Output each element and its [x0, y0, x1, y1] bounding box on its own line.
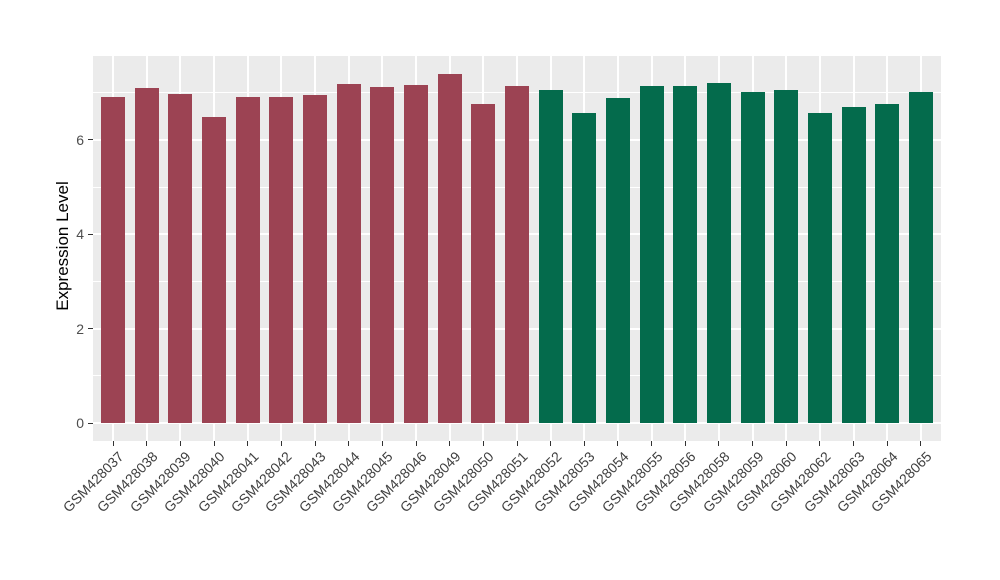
x-tick-mark-25 [920, 441, 922, 446]
y-tick-label-6: 6 [76, 131, 84, 148]
y-tick-mark-4 [88, 233, 93, 235]
bar-GSM428049 [437, 73, 462, 423]
x-tick-mark-14 [550, 441, 552, 446]
bar-GSM428059 [740, 91, 765, 423]
bar-GSM428051 [505, 86, 529, 423]
bar-GSM428054 [605, 98, 630, 423]
x-tick-mark-8 [348, 441, 350, 446]
x-tick-mark-20 [752, 441, 754, 446]
bar-GSM428062 [807, 113, 832, 423]
bar-GSM428039 [168, 93, 193, 423]
x-tick-mark-13 [516, 441, 518, 446]
y-tick-label-0: 0 [76, 415, 84, 431]
x-tick-mark-21 [785, 441, 787, 446]
y-axis-title: Expression Level [53, 181, 72, 311]
y-tick-label-2: 2 [76, 320, 84, 337]
bar-GSM428056 [673, 86, 698, 423]
x-tick-mark-1 [112, 441, 114, 446]
plot-panel [93, 56, 941, 441]
bar-GSM428040 [202, 116, 227, 423]
x-tick-mark-3 [179, 441, 181, 446]
y-tick-mark-6 [88, 139, 93, 141]
bar-GSM428042 [269, 96, 294, 423]
x-tick-mark-15 [583, 441, 585, 446]
x-tick-mark-17 [651, 441, 653, 446]
bar-GSM428045 [370, 86, 395, 423]
bar-GSM428060 [774, 89, 799, 423]
x-tick-mark-19 [718, 441, 720, 446]
y-tick-mark-2 [88, 328, 93, 330]
x-tick-mark-2 [146, 441, 148, 446]
bar-GSM428038 [134, 87, 159, 423]
x-tick-mark-12 [482, 441, 484, 446]
bar-GSM428050 [471, 104, 496, 423]
x-tick-mark-24 [886, 441, 888, 446]
x-tick-mark-4 [213, 441, 215, 446]
x-tick-mark-9 [381, 441, 383, 446]
x-tick-mark-18 [684, 441, 686, 446]
y-tick-label-4: 4 [76, 226, 84, 243]
x-tick-mark-7 [314, 441, 316, 446]
bar-GSM428063 [841, 106, 866, 423]
x-tick-mark-6 [280, 441, 282, 446]
x-tick-mark-16 [617, 441, 619, 446]
bar-GSM428053 [572, 113, 597, 423]
bar-GSM428037 [101, 97, 126, 423]
bar-GSM428064 [875, 103, 900, 423]
bar-GSM428044 [336, 84, 361, 423]
x-tick-mark-10 [415, 441, 417, 446]
bar-GSM428052 [538, 89, 563, 423]
bar-GSM428055 [639, 86, 664, 423]
x-tick-mark-23 [853, 441, 854, 446]
bar-GSM428058 [706, 82, 731, 423]
x-tick-mark-5 [247, 441, 249, 446]
bar-GSM428043 [303, 94, 328, 423]
x-tick-mark-11 [449, 441, 451, 446]
bar-GSM428065 [908, 91, 933, 423]
bar-GSM428041 [235, 96, 260, 423]
x-tick-mark-22 [819, 441, 821, 446]
bar-GSM428046 [404, 84, 429, 423]
y-tick-mark-0 [88, 422, 93, 424]
